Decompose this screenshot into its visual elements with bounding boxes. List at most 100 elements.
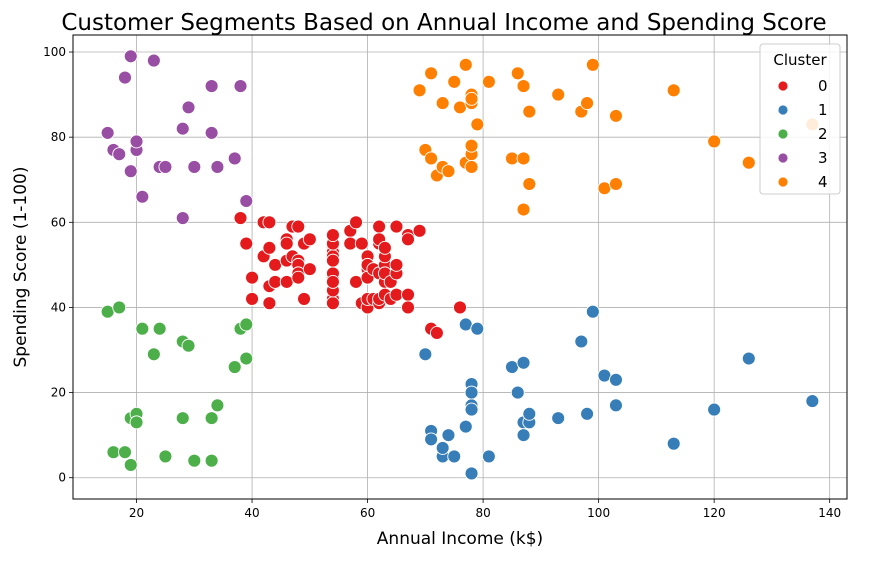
data-point-cluster-4 [580,96,595,111]
data-point-cluster-1 [516,355,531,370]
y-tick-label: 40 [51,300,66,314]
data-point-cluster-1 [609,398,623,413]
data-point-cluster-2 [135,321,150,336]
data-point-cluster-3 [181,100,196,115]
data-point-cluster-2 [123,457,138,472]
legend-title: Cluster [773,51,827,69]
data-point-cluster-4 [609,108,623,123]
data-point-cluster-4 [447,74,462,89]
data-point-cluster-0 [239,236,254,251]
chart-title: Customer Segments Based on Annual Income… [61,10,826,36]
data-point-cluster-3 [118,70,132,85]
data-point-cluster-4 [470,117,485,132]
data-point-cluster-3 [187,160,202,174]
data-point-cluster-0 [291,219,306,234]
x-axis-label: Annual Income (k$) [377,529,543,549]
data-point-cluster-3 [175,121,190,136]
data-point-cluster-0 [401,232,415,247]
grid-lines [73,35,847,499]
data-point-cluster-4 [666,83,681,98]
data-point-cluster-2 [181,338,196,353]
data-point-cluster-1 [551,411,566,426]
y-tick-label: 60 [51,215,66,229]
x-tick-label: 100 [587,506,610,520]
data-point-cluster-0 [291,270,306,285]
data-point-cluster-0 [389,219,404,234]
legend-label-cluster-1: 1 [818,101,828,119]
data-point-cluster-4 [424,151,439,166]
legend-label-cluster-0: 0 [818,77,828,95]
y-tick-label: 20 [51,386,66,400]
data-point-cluster-1 [707,402,722,417]
legend-label-cluster-2: 2 [818,125,828,143]
legend-marker-cluster-0 [777,80,789,92]
data-point-cluster-0 [302,262,317,277]
data-point-cluster-3 [210,160,225,174]
data-point-cluster-0 [245,270,260,285]
data-point-cluster-0 [279,274,294,289]
data-point-cluster-4 [516,202,531,217]
data-point-cluster-1 [574,334,589,349]
data-point-cluster-2 [210,398,225,413]
data-point-cluster-4 [516,151,531,166]
data-point-cluster-1 [580,406,595,421]
data-point-cluster-0 [349,215,363,230]
data-point-cluster-3 [146,53,161,68]
data-point-cluster-0 [372,219,387,234]
data-point-cluster-4 [441,164,456,179]
data-point-cluster-1 [741,351,756,366]
data-point-cluster-0 [401,287,415,302]
data-point-cluster-0 [325,296,340,311]
data-point-cluster-0 [325,274,340,289]
data-point-cluster-0 [429,326,444,340]
data-point-cluster-0 [401,300,415,315]
data-point-cluster-4 [424,66,439,81]
data-point-cluster-3 [123,49,138,64]
data-point-cluster-4 [412,83,427,98]
data-point-cluster-1 [481,449,496,464]
data-point-cluster-4 [481,74,496,89]
data-point-cluster-2 [204,411,219,426]
legend-marker-cluster-3 [777,152,789,164]
data-point-cluster-2 [146,347,161,362]
data-point-cluster-1 [585,304,600,319]
data-point-cluster-0 [343,236,358,251]
data-point-cluster-3 [129,134,144,149]
data-point-cluster-1 [435,440,450,455]
data-point-cluster-4 [464,91,479,106]
data-point-cluster-3 [112,147,127,162]
data-point-cluster-2 [112,300,127,315]
data-point-cluster-1 [424,432,439,447]
x-tick-label: 40 [244,506,259,520]
data-point-cluster-2 [239,351,254,366]
data-point-cluster-2 [175,411,190,426]
data-point-cluster-0 [302,232,317,247]
data-point-cluster-0 [279,236,294,251]
data-point-cluster-3 [135,189,150,204]
x-tick-label: 60 [360,506,375,520]
data-point-cluster-4 [522,177,537,191]
data-point-cluster-3 [123,164,138,179]
data-point-cluster-0 [389,257,404,272]
data-point-cluster-1 [597,368,612,383]
data-point-cluster-4 [585,57,600,72]
data-point-cluster-3 [175,211,190,225]
data-point-cluster-4 [707,134,722,149]
data-point-cluster-4 [464,160,479,174]
data-point-cluster-0 [297,291,311,306]
legend-marker-cluster-4 [777,176,789,188]
data-point-cluster-0 [262,240,277,255]
data-point-cluster-0 [245,291,260,306]
data-point-cluster-4 [464,138,479,153]
data-point-cluster-4 [435,96,450,111]
data-point-cluster-3 [204,79,219,94]
legend-label-cluster-3: 3 [818,149,828,167]
data-point-cluster-0 [325,228,340,243]
data-point-cluster-1 [447,449,462,464]
x-tick-label: 20 [129,506,144,520]
data-point-cluster-1 [522,406,537,421]
data-point-cluster-2 [129,415,144,430]
data-point-cluster-1 [666,436,681,451]
data-point-cluster-0 [233,211,248,225]
